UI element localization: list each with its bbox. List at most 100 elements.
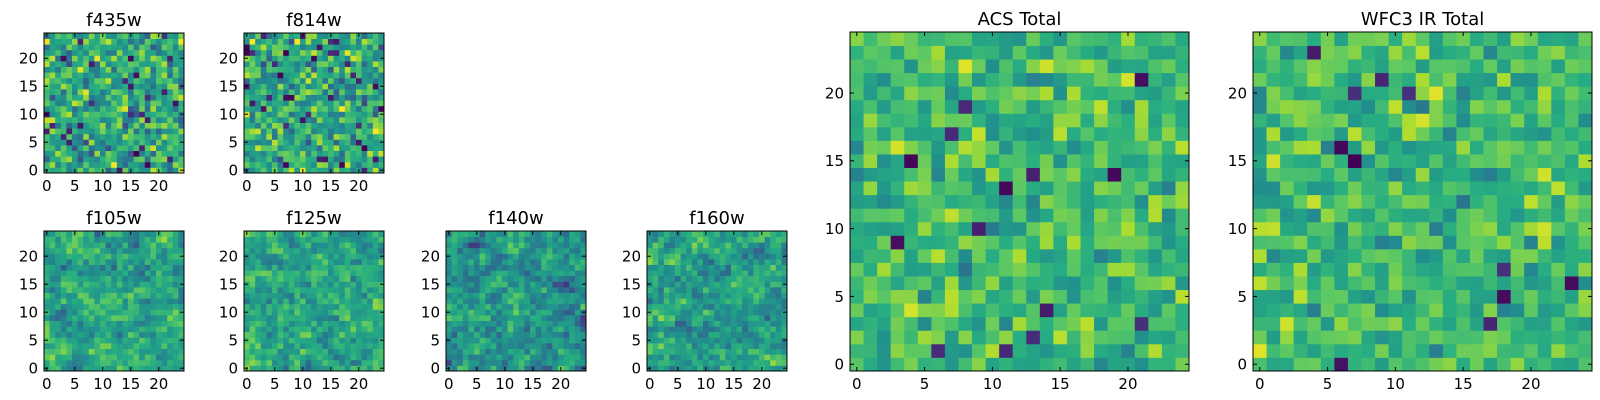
- heatmap-cell: [322, 133, 329, 140]
- heatmap-cell: [361, 122, 368, 129]
- heatmap-cell: [999, 154, 1014, 168]
- heatmap-cell: [485, 270, 492, 277]
- heatmap-cell: [178, 61, 185, 67]
- heatmap-cell: [311, 72, 318, 79]
- heatmap-cell: [496, 270, 503, 277]
- heatmap-cell: [546, 309, 553, 316]
- heatmap-cell: [647, 354, 653, 361]
- heatmap-cell: [1107, 357, 1122, 372]
- heatmap-cell: [863, 59, 878, 74]
- heatmap-cell: [958, 357, 973, 372]
- heatmap-cell: [1094, 276, 1109, 291]
- heatmap-cell: [260, 156, 267, 163]
- heatmap-cell: [350, 122, 357, 129]
- heatmap-cell: [133, 287, 140, 293]
- heatmap-cell: [72, 326, 78, 333]
- heatmap-cell: [850, 45, 864, 60]
- heatmap-cell: [55, 348, 62, 355]
- heatmap-cell: [83, 264, 90, 271]
- heatmap-cell: [367, 167, 374, 174]
- heatmap-cell: [890, 262, 905, 277]
- heatmap-cell: [305, 83, 312, 90]
- heatmap-cell: [172, 275, 179, 282]
- heatmap-cell: [747, 348, 754, 355]
- heatmap-cell: [116, 38, 123, 45]
- heatmap-cell: [244, 298, 250, 305]
- heatmap-cell: [367, 44, 374, 51]
- heatmap-cell: [150, 44, 157, 51]
- heatmap-cell: [150, 111, 157, 118]
- heatmap-cell: [1429, 289, 1444, 304]
- heatmap-cell: [742, 365, 749, 372]
- heatmap-cell: [361, 303, 368, 310]
- heatmap-cell: [55, 145, 62, 151]
- heatmap-cell: [1375, 181, 1389, 196]
- heatmap-cell: [747, 253, 754, 260]
- heatmap-cell: [490, 270, 497, 277]
- heatmap-cell: [904, 154, 919, 168]
- heatmap-cell: [150, 122, 157, 129]
- heatmap-cell: [316, 359, 323, 366]
- heatmap-cell: [563, 281, 570, 288]
- heatmap-cell: [255, 156, 262, 163]
- heatmap-cell: [770, 331, 777, 338]
- heatmap-cell: [367, 298, 374, 305]
- heatmap-cell: [563, 264, 570, 271]
- heatmap-cell: [1483, 181, 1498, 196]
- heatmap-cell: [128, 139, 134, 146]
- heatmap-cell: [451, 259, 458, 265]
- heatmap-cell: [513, 270, 520, 277]
- heatmap-cell: [244, 49, 250, 56]
- heatmap-cell: [367, 133, 374, 140]
- heatmap-cell: [759, 242, 765, 249]
- heatmap-cell: [266, 128, 273, 135]
- heatmap-cell: [111, 354, 118, 361]
- heatmap-cell: [775, 354, 782, 361]
- heatmap-cell: [1388, 194, 1403, 209]
- heatmap-cell: [580, 270, 587, 277]
- heatmap-cell: [530, 281, 536, 288]
- heatmap-cell: [691, 275, 698, 282]
- heatmap-cell: [770, 354, 777, 361]
- heatmap-cell: [747, 231, 754, 237]
- heatmap-cell: [535, 331, 542, 338]
- heatmap-cell: [1564, 357, 1579, 372]
- heatmap-cell: [128, 72, 134, 79]
- heatmap-cell: [496, 348, 503, 355]
- heatmap-cell: [708, 298, 715, 305]
- heatmap-cell: [272, 275, 278, 282]
- heatmap-cell: [468, 242, 475, 249]
- heatmap-cell: [1551, 194, 1566, 209]
- heatmap-cell: [94, 167, 101, 174]
- heatmap-cell: [100, 253, 106, 260]
- heatmap-cell: [88, 298, 95, 305]
- heatmap-cell: [378, 156, 385, 163]
- heatmap-cell: [1148, 330, 1163, 345]
- heatmap-cell: [66, 61, 73, 67]
- heatmap-cell: [1402, 221, 1417, 236]
- heatmap-cell: [83, 105, 90, 112]
- heatmap-cell: [128, 145, 134, 151]
- heatmap-cell: [1080, 221, 1095, 236]
- heatmap-cell: [367, 231, 374, 237]
- heatmap-cell: [535, 281, 542, 288]
- heatmap-cell: [1551, 235, 1566, 250]
- heatmap-cell: [361, 270, 368, 277]
- heatmap-cell: [714, 287, 721, 293]
- heatmap-cell: [485, 309, 492, 316]
- heatmap-cell: [144, 145, 151, 151]
- heatmap-cell: [77, 320, 84, 327]
- y-tick-label: 10: [219, 106, 238, 124]
- heatmap-cell: [1280, 208, 1295, 223]
- heatmap-cell: [105, 287, 112, 293]
- heatmap-cell: [999, 86, 1014, 101]
- heatmap-cell: [361, 275, 368, 282]
- heatmap-cell: [322, 315, 329, 321]
- heatmap-cell: [652, 331, 659, 338]
- heatmap-cell: [328, 44, 334, 51]
- heatmap-cell: [507, 242, 514, 249]
- heatmap-cell: [680, 303, 687, 310]
- heatmap-cell: [311, 259, 318, 265]
- x-tick-label: 10: [293, 375, 312, 393]
- heatmap-cell: [311, 298, 318, 305]
